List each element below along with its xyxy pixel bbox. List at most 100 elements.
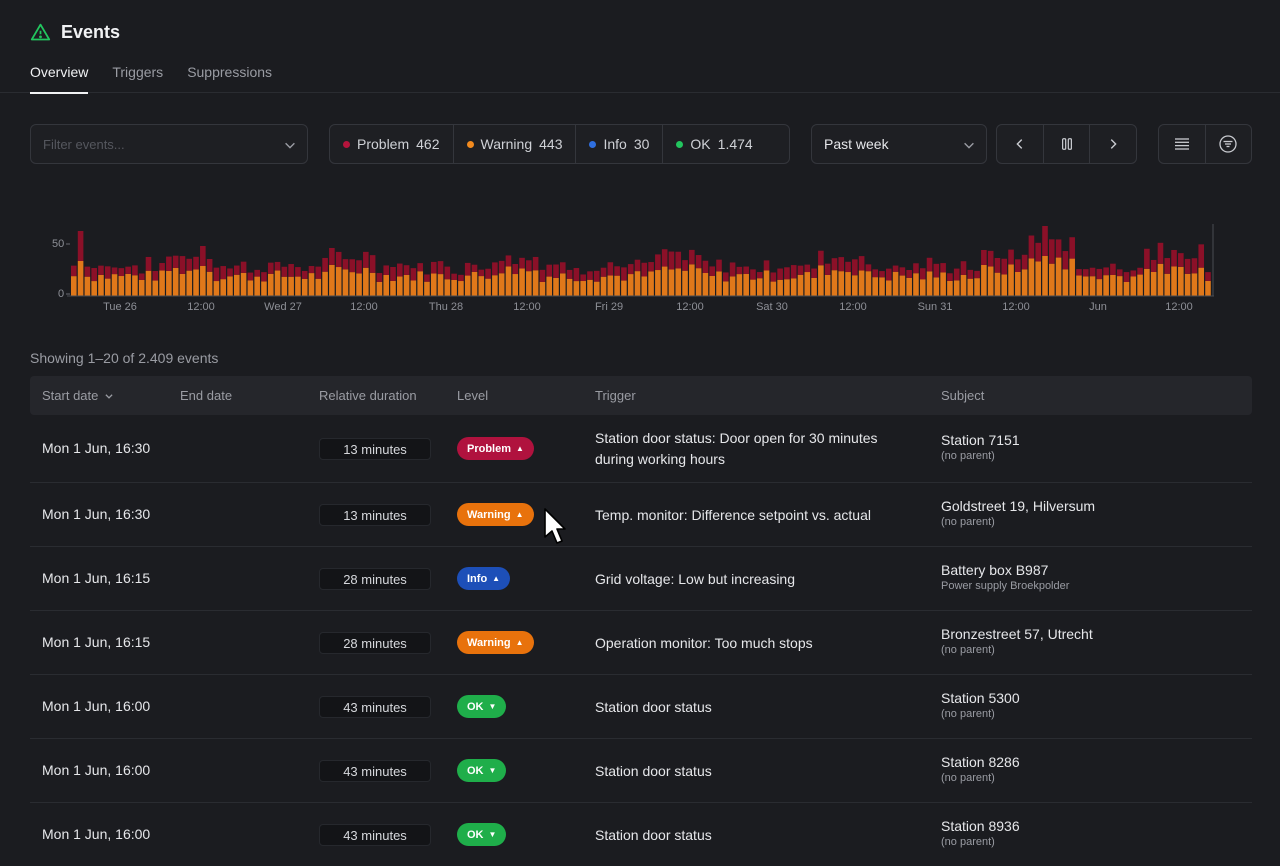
level-filter-info[interactable]: Info 30 bbox=[576, 125, 664, 163]
problem-bar bbox=[1205, 272, 1211, 281]
problem-bar bbox=[437, 261, 444, 275]
problem-bar bbox=[200, 246, 206, 266]
problem-bar bbox=[981, 250, 987, 265]
previous-period-button[interactable] bbox=[997, 125, 1044, 163]
problem-bar bbox=[933, 263, 940, 278]
view-options bbox=[1158, 124, 1252, 164]
problem-bar bbox=[729, 262, 736, 277]
problem-bar bbox=[750, 269, 756, 280]
level-name: OK bbox=[690, 136, 711, 152]
level-filter-problem[interactable]: Problem 462 bbox=[330, 125, 454, 163]
warning-bar bbox=[1076, 275, 1082, 296]
problem-bar bbox=[1198, 244, 1205, 268]
problem-bar bbox=[458, 274, 464, 282]
problem-bar bbox=[852, 259, 858, 276]
level-badge[interactable]: OK ▼ bbox=[457, 759, 507, 782]
x-tick-label: 12:00 bbox=[187, 301, 215, 313]
warning-bar bbox=[1150, 271, 1157, 296]
level-filter-ok[interactable]: OK 1.474 bbox=[663, 125, 765, 163]
table-row[interactable]: Mon 1 Jun, 16:30 13 minutes Warning ▲ Temp. … bbox=[30, 483, 1252, 547]
level-badge-label: OK bbox=[467, 700, 484, 713]
x-tick-label: 12:00 bbox=[350, 301, 378, 313]
problem-bar bbox=[417, 263, 423, 272]
problem-bar bbox=[349, 259, 356, 273]
warning-bar bbox=[519, 268, 525, 296]
problem-bar bbox=[553, 264, 559, 278]
problem-bar bbox=[84, 266, 91, 277]
pause-button[interactable] bbox=[1044, 125, 1091, 163]
x-tick-label: Tue 26 bbox=[103, 301, 137, 313]
chevron-down-icon[interactable] bbox=[283, 138, 297, 152]
warning-bar bbox=[1001, 274, 1008, 296]
subject-name[interactable]: Station 8286 bbox=[941, 754, 1020, 770]
warning-bar bbox=[974, 278, 980, 296]
warning-bar bbox=[953, 280, 960, 296]
warning-bar bbox=[587, 279, 593, 296]
warning-bar bbox=[906, 277, 912, 296]
subject-name[interactable]: Station 8936 bbox=[941, 818, 1020, 834]
tab-overview[interactable]: Overview bbox=[30, 64, 89, 94]
warning-bar bbox=[1062, 269, 1069, 296]
level-badge[interactable]: Warning ▲ bbox=[457, 631, 534, 654]
warning-triangle-icon bbox=[30, 23, 51, 41]
warning-bar bbox=[981, 264, 987, 296]
warning-bar bbox=[702, 272, 709, 296]
column-end-date[interactable]: End date bbox=[180, 388, 233, 403]
problem-bar bbox=[206, 258, 213, 272]
subject-name[interactable]: Battery box B987 bbox=[941, 562, 1049, 578]
problem-bar bbox=[485, 268, 491, 279]
tab-triggers[interactable]: Triggers bbox=[112, 64, 164, 80]
level-filter-warning[interactable]: Warning 443 bbox=[454, 125, 577, 163]
table-row[interactable]: Mon 1 Jun, 16:00 43 minutes OK ▼ Station doo… bbox=[30, 739, 1252, 803]
tab-suppressions[interactable]: Suppressions bbox=[187, 64, 273, 80]
level-badge[interactable]: OK ▼ bbox=[457, 823, 507, 846]
next-period-button[interactable] bbox=[1090, 125, 1136, 163]
subject-name[interactable]: Station 7151 bbox=[941, 432, 1020, 448]
caret-up-icon: ▲ bbox=[516, 444, 524, 453]
subject-cell: Bronzestreet 57, Utrecht (no parent) bbox=[941, 625, 1093, 657]
level-badge[interactable]: OK ▼ bbox=[457, 695, 507, 718]
level-filter-group: Problem 462 Warning 443 Info 30 OK 1.474 bbox=[329, 124, 790, 164]
level-badge[interactable]: Info ▲ bbox=[457, 567, 511, 590]
column-start-date[interactable]: Start date bbox=[42, 388, 114, 403]
start-date-cell: Mon 1 Jun, 16:15 bbox=[42, 634, 151, 650]
warning-bar bbox=[695, 268, 702, 296]
warning-bar bbox=[206, 271, 213, 296]
subject-name[interactable]: Station 5300 bbox=[941, 690, 1020, 706]
problem-bar bbox=[172, 255, 179, 268]
subject-name[interactable]: Goldstreet 19, Hilversum bbox=[941, 498, 1096, 514]
warning-bar bbox=[1028, 258, 1035, 296]
warning-bar bbox=[532, 270, 539, 296]
table-row[interactable]: Mon 1 Jun, 16:00 43 minutes OK ▼ Station doo… bbox=[30, 803, 1252, 866]
start-date-cell: Mon 1 Jun, 16:00 bbox=[42, 698, 151, 714]
caret-down-icon: ▼ bbox=[488, 830, 497, 839]
warning-bar bbox=[580, 281, 586, 296]
pause-icon bbox=[1061, 138, 1072, 150]
warning-bar bbox=[1144, 268, 1150, 296]
column-level[interactable]: Level bbox=[457, 388, 489, 403]
problem-bar bbox=[390, 267, 396, 281]
warning-bar bbox=[539, 281, 546, 296]
table-row[interactable]: Mon 1 Jun, 16:30 13 minutes Problem ▲ Statio… bbox=[30, 415, 1252, 483]
column-trigger[interactable]: Trigger bbox=[595, 388, 636, 403]
filter-events-input[interactable] bbox=[31, 125, 307, 163]
problem-bar bbox=[1049, 239, 1055, 264]
filter-button[interactable] bbox=[1206, 125, 1252, 163]
caret-up-icon: ▲ bbox=[515, 638, 524, 647]
list-view-button[interactable] bbox=[1159, 125, 1206, 163]
warning-bar bbox=[492, 275, 498, 296]
subject-name[interactable]: Bronzestreet 57, Utrecht bbox=[941, 626, 1093, 642]
table-row[interactable]: Mon 1 Jun, 16:15 28 minutes Info ▲ Grid volt… bbox=[30, 547, 1252, 611]
level-badge[interactable]: Warning ▲ bbox=[457, 503, 534, 526]
column-subject[interactable]: Subject bbox=[941, 388, 985, 403]
table-row[interactable]: Mon 1 Jun, 16:00 43 minutes OK ▼ Station doo… bbox=[30, 675, 1252, 739]
table-row[interactable]: Mon 1 Jun, 16:15 28 minutes Warning ▲ Operat… bbox=[30, 611, 1252, 675]
warning-bar bbox=[960, 274, 967, 296]
warning-bar bbox=[397, 276, 403, 296]
y-tick-label: 50 bbox=[52, 238, 65, 250]
period-select[interactable]: Past week bbox=[811, 124, 987, 164]
column-relative-duration[interactable]: Relative duration bbox=[319, 388, 417, 403]
problem-bar bbox=[71, 265, 77, 277]
level-badge[interactable]: Problem ▲ bbox=[457, 437, 534, 460]
warning-bar bbox=[166, 270, 172, 296]
